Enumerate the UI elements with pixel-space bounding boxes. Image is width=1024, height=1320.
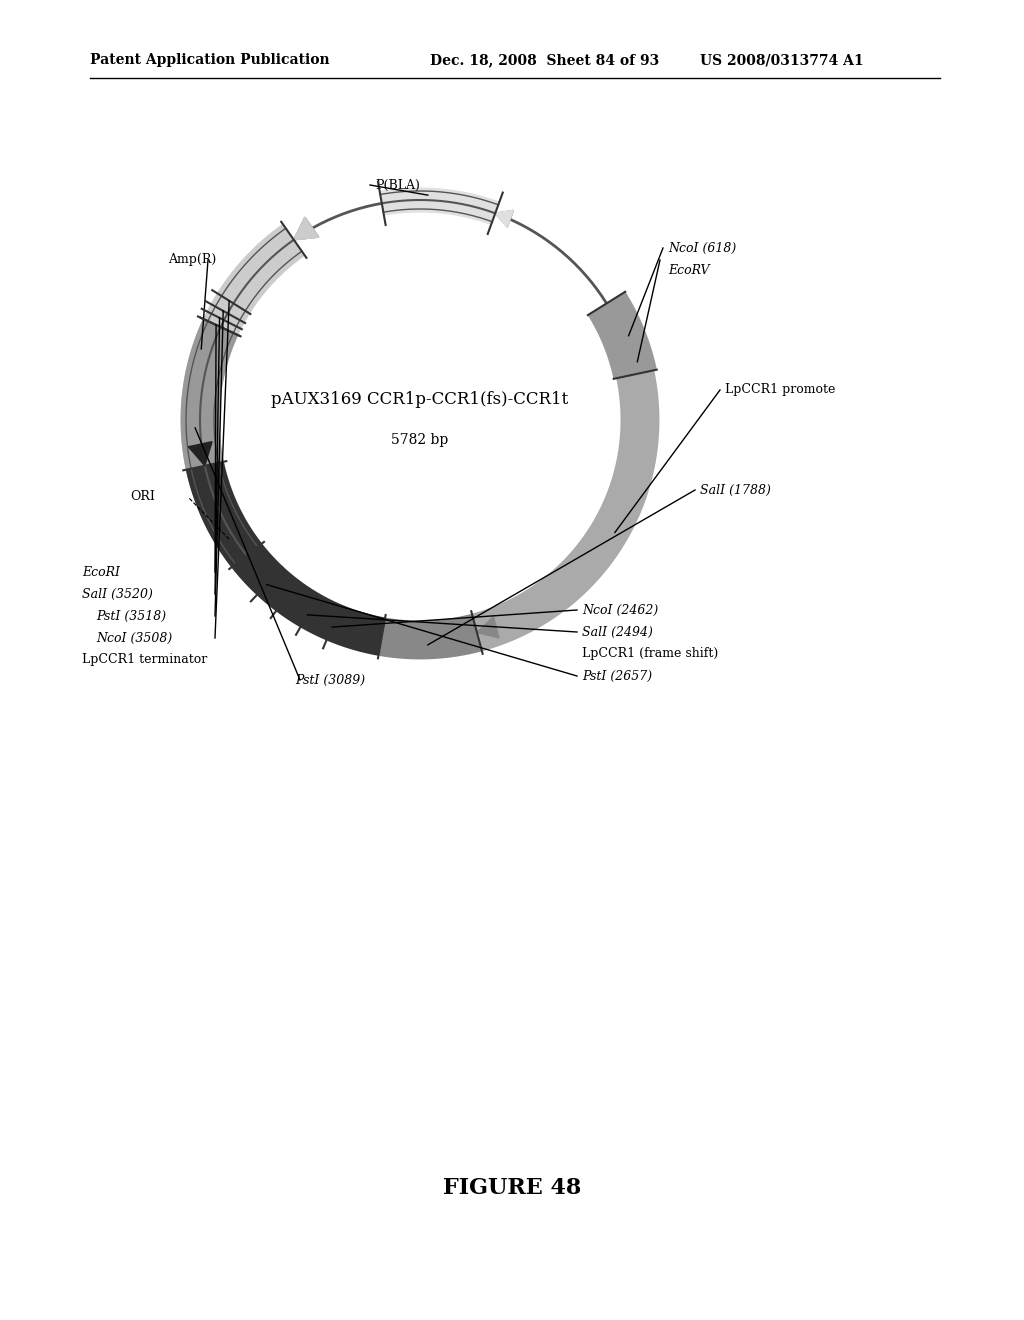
Text: PstI (2657): PstI (2657) (582, 669, 652, 682)
Text: SalI (2494): SalI (2494) (582, 626, 653, 639)
Text: Amp(R): Amp(R) (168, 253, 216, 267)
Polygon shape (188, 442, 212, 466)
Text: pAUX3169 CCR1p-CCR1(fs)-CCR1t: pAUX3169 CCR1p-CCR1(fs)-CCR1t (271, 392, 568, 408)
Text: NcoI (2462): NcoI (2462) (582, 603, 658, 616)
Text: LpCCR1 promote: LpCCR1 promote (725, 384, 836, 396)
Text: ORI: ORI (130, 491, 155, 503)
Text: 5782 bp: 5782 bp (391, 433, 449, 447)
Polygon shape (496, 210, 513, 227)
Text: FIGURE 48: FIGURE 48 (442, 1177, 582, 1199)
Text: Patent Application Publication: Patent Application Publication (90, 53, 330, 67)
Text: PstI (3518): PstI (3518) (96, 610, 166, 623)
Text: EcoRI: EcoRI (82, 565, 120, 578)
Text: SalI (3520): SalI (3520) (82, 587, 153, 601)
Polygon shape (294, 218, 318, 240)
Text: SalI (1788): SalI (1788) (700, 483, 771, 496)
Text: LpCCR1 terminator: LpCCR1 terminator (82, 653, 207, 667)
Polygon shape (477, 615, 502, 639)
Text: LpCCR1 (frame shift): LpCCR1 (frame shift) (582, 648, 718, 660)
Polygon shape (477, 616, 499, 638)
Polygon shape (496, 210, 513, 227)
Text: US 2008/0313774 A1: US 2008/0313774 A1 (700, 53, 863, 67)
Text: NcoI (3508): NcoI (3508) (96, 631, 172, 644)
Text: EcoRV: EcoRV (668, 264, 710, 276)
Text: PstI (3089): PstI (3089) (295, 673, 366, 686)
Polygon shape (294, 218, 318, 240)
Text: NcoI (618): NcoI (618) (668, 242, 736, 255)
Polygon shape (294, 219, 316, 240)
Text: Dec. 18, 2008  Sheet 84 of 93: Dec. 18, 2008 Sheet 84 of 93 (430, 53, 659, 67)
Polygon shape (496, 211, 511, 226)
Text: P(BLA): P(BLA) (375, 178, 420, 191)
